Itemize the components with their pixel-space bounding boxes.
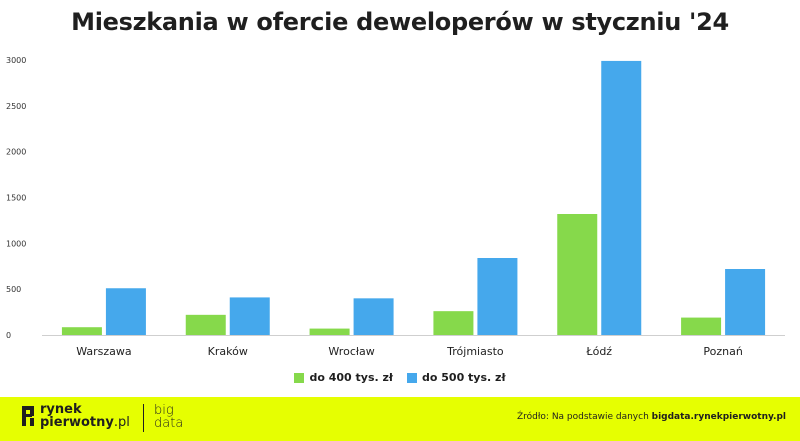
bar-series1-3 bbox=[433, 311, 474, 335]
bar-series1-2 bbox=[309, 328, 350, 335]
source-prefix: Źródło: Na podstawie danych bbox=[516, 412, 652, 422]
x-tick-label: Kraków bbox=[208, 345, 248, 358]
bigdata-logo: big data bbox=[154, 404, 183, 430]
x-tick-label: Poznań bbox=[703, 345, 742, 358]
source-link-text: bigdata.rynekpierwotny.pl bbox=[651, 412, 786, 422]
bar-series1-5 bbox=[681, 317, 722, 335]
bar-series1-1 bbox=[185, 314, 226, 335]
y-tick-label: 1000 bbox=[6, 239, 26, 248]
logo-divider bbox=[143, 404, 144, 432]
x-tick-label: Warszawa bbox=[76, 345, 131, 358]
bar-series1-4 bbox=[557, 214, 598, 335]
y-tick-label: 1500 bbox=[6, 194, 26, 203]
legend-label-series1: do 400 tys. zł bbox=[309, 371, 393, 384]
footer-bar: rynek pierwotny.pl big data Źródło: Na p… bbox=[0, 397, 800, 441]
bar-series2-5 bbox=[725, 269, 766, 335]
legend-item-series1: do 400 tys. zł bbox=[294, 371, 393, 384]
y-tick-label: 500 bbox=[6, 285, 21, 294]
y-tick-label: 2500 bbox=[6, 102, 26, 111]
logo-mark-icon bbox=[22, 406, 34, 426]
logo-line2-bold: pierwotny bbox=[40, 415, 114, 430]
bar-series2-4 bbox=[601, 60, 642, 336]
y-tick-label: 2000 bbox=[6, 148, 26, 157]
logo-line2-suffix: .pl bbox=[113, 415, 130, 430]
logo-line1: rynek bbox=[40, 402, 82, 417]
chart-title: Mieszkania w ofercie deweloperów w stycz… bbox=[71, 8, 729, 36]
bigdata-line1: big bbox=[154, 403, 174, 418]
source-note: Źródło: Na podstawie danych bigdata.ryne… bbox=[517, 412, 786, 422]
legend-label-series2: do 500 tys. zł bbox=[422, 371, 506, 384]
x-tick-label: Wrocław bbox=[328, 345, 374, 358]
legend: do 400 tys. zł do 500 tys. zł bbox=[0, 371, 800, 384]
x-tick-label: Łódź bbox=[585, 345, 612, 358]
x-tick-label: Trójmiasto bbox=[446, 345, 504, 358]
bar-series2-2 bbox=[353, 298, 394, 335]
legend-swatch-series2 bbox=[407, 372, 417, 383]
bar-series1-0 bbox=[61, 327, 102, 335]
y-tick-label: 3000 bbox=[6, 56, 26, 65]
y-tick-label: 0 bbox=[6, 331, 11, 340]
bar-series2-0 bbox=[105, 288, 146, 335]
bar-series2-3 bbox=[477, 258, 518, 335]
bigdata-line2: data bbox=[154, 416, 184, 431]
legend-item-series2: do 500 tys. zł bbox=[407, 371, 506, 384]
legend-swatch-series1 bbox=[294, 372, 305, 383]
rynekpierwotny-logo: rynek pierwotny.pl bbox=[22, 403, 130, 429]
bar-series2-1 bbox=[229, 297, 270, 335]
